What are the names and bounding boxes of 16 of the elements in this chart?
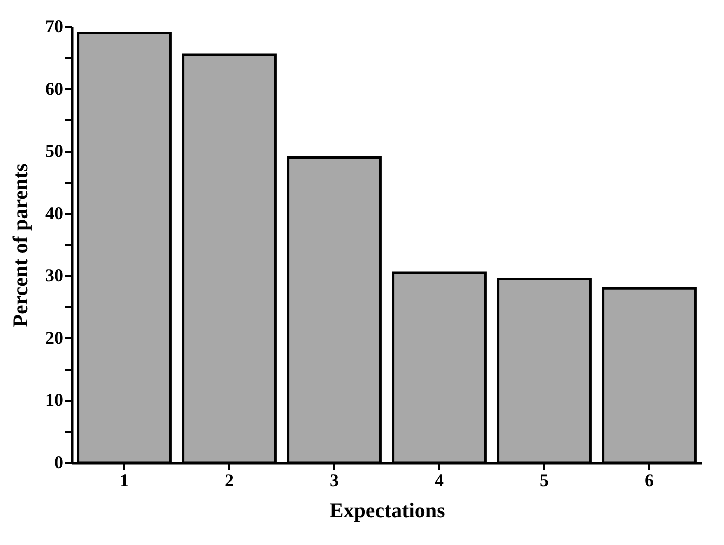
x-tick-label: 3 <box>330 470 339 490</box>
x-tick-label: 6 <box>645 470 654 490</box>
x-tick-label: 1 <box>120 470 129 490</box>
y-axis-title: Percent of parents <box>8 164 32 328</box>
x-tick-label: 5 <box>540 470 549 490</box>
y-tick-label: 70 <box>46 16 64 36</box>
x-tick-label: 4 <box>435 470 444 490</box>
x-tick-label: 2 <box>225 470 234 490</box>
y-tick-label: 10 <box>46 390 64 410</box>
y-tick-label: 50 <box>46 141 64 162</box>
y-tick-label: 20 <box>46 328 64 348</box>
y-tick-label: 30 <box>46 266 64 286</box>
y-tick-label: 40 <box>46 203 64 224</box>
y-tick-label: 0 <box>54 452 64 472</box>
y-tick-label: 60 <box>46 78 64 99</box>
x-axis-title: Expectations <box>330 498 446 522</box>
